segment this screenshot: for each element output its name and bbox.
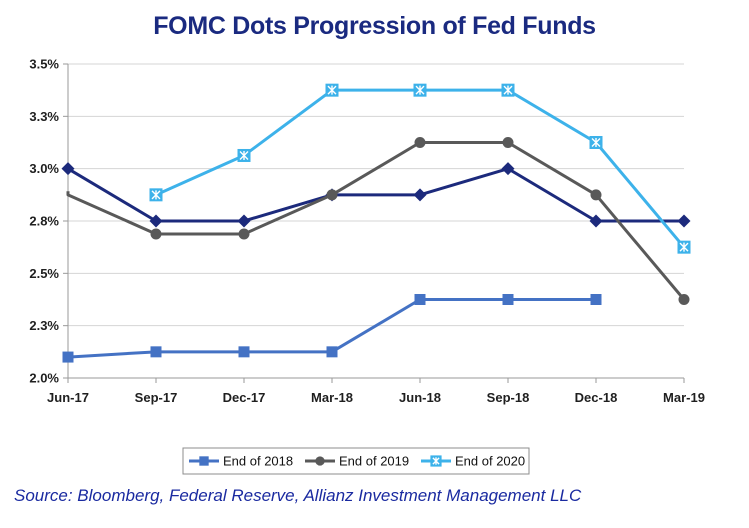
tick-labels: 2.0% 2.3% 2.5% 2.8% 3.0% 3.3% 3.5% Jun-17 Sep-17… [29, 57, 705, 406]
data-point-end-of-2020 [501, 83, 515, 97]
legend-label: End of 2019 [339, 454, 409, 469]
series-lines [66, 88, 686, 359]
legend-marker [430, 455, 442, 467]
data-point-unlabeled-dark-navy [677, 214, 691, 228]
chart-title: FOMC Dots Progression of Fed Funds [153, 12, 596, 40]
data-point-end-of-2019 [326, 189, 338, 201]
data-point-end-of-2020 [149, 188, 163, 202]
y-tick-label: 2.5% [29, 266, 59, 281]
x-tick-label: Mar-18 [311, 390, 353, 405]
data-point-unlabeled-dark-navy [149, 214, 163, 228]
legend: End of 2018 End of 2019 End of 2020 [182, 447, 530, 475]
data-point-end-of-2020 [589, 136, 603, 149]
data-point-end-of-2020 [677, 240, 691, 254]
x-tick-label: Sep-17 [135, 390, 178, 405]
data-point-end-of-2019 [502, 137, 514, 148]
data-point-end-of-2020 [325, 83, 339, 97]
legend-box [182, 447, 530, 475]
data-point-unlabeled-dark-navy [501, 162, 515, 176]
data-point-end-of-2018 [150, 346, 162, 358]
data-point-end-of-2019 [678, 294, 690, 305]
data-point-end-of-2018 [590, 294, 602, 305]
data-point-unlabeled-dark-navy [413, 188, 427, 202]
y-tick-label: 2.3% [29, 318, 59, 333]
data-point-end-of-2019 [238, 228, 250, 240]
y-tick-label: 3.0% [29, 161, 59, 176]
x-tick-label: Sep-18 [487, 390, 530, 405]
legend-marker [199, 456, 209, 466]
data-point-end-of-2018 [414, 294, 426, 305]
x-tick-label: Dec-17 [223, 390, 266, 405]
data-point-end-of-2018 [326, 346, 338, 358]
data-point-end-of-2018 [62, 351, 74, 363]
data-point-unlabeled-dark-navy [237, 214, 251, 228]
x-tick-label: Jun-18 [399, 390, 441, 405]
data-point-end-of-2019 [150, 228, 162, 240]
y-tick-label: 3.3% [29, 109, 59, 124]
y-tick-label: 2.0% [29, 371, 59, 386]
data-point-end-of-2018 [238, 346, 250, 358]
data-point-unlabeled-dark-navy [61, 162, 75, 176]
source-note: Source: Bloomberg, Federal Reserve, Alli… [14, 486, 582, 505]
data-point-end-of-2020 [413, 83, 427, 97]
data-point-unlabeled-dark-navy [589, 214, 603, 228]
data-point-end-of-2019 [414, 137, 426, 148]
legend-marker [315, 456, 325, 466]
x-tick-label: Jun-17 [47, 390, 89, 405]
x-tick-label: Dec-18 [575, 390, 618, 405]
y-tick-label: 3.5% [29, 57, 59, 72]
legend-label: End of 2018 [223, 454, 293, 469]
data-point-end-of-2019 [590, 189, 602, 201]
y-tick-label: 2.8% [29, 214, 59, 229]
data-point-end-of-2018 [502, 294, 514, 305]
x-tick-label: Mar-19 [663, 390, 705, 405]
series-markers [61, 83, 691, 363]
series-line-unlabeled-dark-navy [67, 167, 684, 223]
data-point-end-of-2020 [237, 148, 251, 162]
legend-label: End of 2020 [455, 454, 525, 469]
